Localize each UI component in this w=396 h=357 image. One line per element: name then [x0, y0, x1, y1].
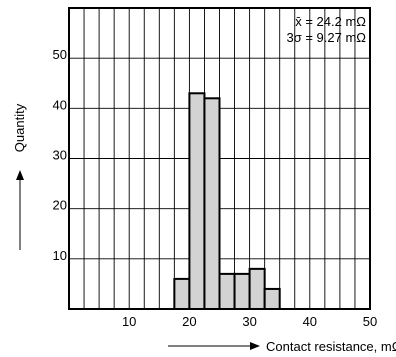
histogram-bar: [248, 267, 266, 311]
y-axis-label: Quantity: [12, 103, 27, 152]
histogram-bar: [233, 272, 251, 310]
x-axis-arrowhead: [250, 342, 260, 350]
y-tick-label: 30: [53, 148, 67, 163]
histogram-bar: [203, 97, 221, 310]
plot-frame: [68, 7, 371, 310]
x-tick-labels: 10 20 30 40 50: [122, 314, 377, 329]
histogram-bar: [263, 287, 281, 310]
histogram-bar: [218, 272, 236, 310]
x-tick-label: 10: [122, 314, 136, 329]
x-tick-label: 30: [242, 314, 256, 329]
x-tick-label: 20: [182, 314, 196, 329]
histogram-bar: [173, 277, 191, 310]
x-tick-label: 40: [303, 314, 317, 329]
y-axis-label-group: Quantity: [12, 103, 27, 250]
y-tick-label: 40: [53, 97, 67, 112]
x-axis-label-group: Contact resistance, mΩ: [168, 339, 396, 354]
mean-annotation: x̄ = 24.2 mΩ: [295, 14, 366, 29]
y-axis-arrowhead: [16, 170, 24, 180]
x-axis-label: Contact resistance, mΩ: [266, 339, 396, 354]
y-tick-label: 10: [53, 248, 67, 263]
y-tick-labels: 10 20 30 40 50: [53, 47, 67, 263]
histogram-bar: [188, 92, 206, 310]
sigma-annotation: 3σ = 9.27 mΩ: [286, 30, 366, 45]
y-tick-label: 20: [53, 198, 67, 213]
y-tick-label: 50: [53, 47, 67, 62]
grid-lines: [69, 8, 370, 309]
histogram-bars: [173, 92, 281, 311]
x-tick-label: 50: [363, 314, 377, 329]
